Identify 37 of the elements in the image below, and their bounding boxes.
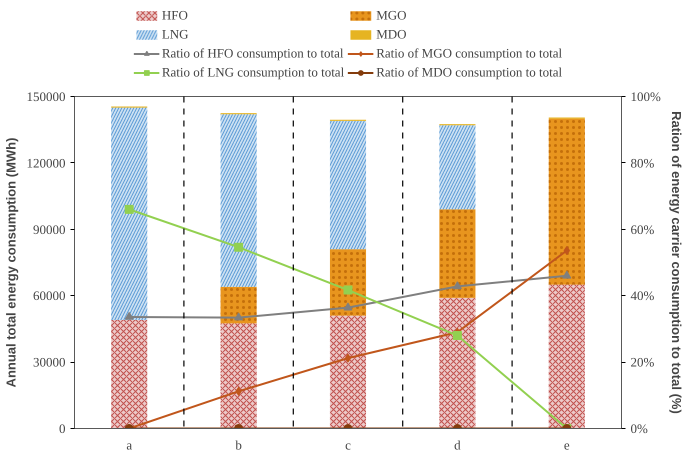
y-tick-label: 0 bbox=[59, 421, 66, 436]
y2-tick-label: 40% bbox=[630, 288, 654, 304]
point bbox=[452, 331, 462, 340]
y2-tick-label: 100% bbox=[630, 89, 661, 104]
legend-label: MGO bbox=[376, 8, 407, 24]
y-tick-label: 60000 bbox=[33, 288, 66, 304]
point bbox=[344, 354, 352, 363]
point bbox=[344, 302, 352, 310]
x-tick-label: d bbox=[454, 438, 462, 452]
legend-label: LNG bbox=[162, 26, 189, 42]
y-tick-label: 150000 bbox=[26, 89, 66, 104]
y-tick-label: 90000 bbox=[33, 222, 66, 237]
legend-label: Ratio of MGO consumption to total bbox=[376, 46, 562, 62]
x-tick-label: b bbox=[235, 438, 242, 452]
y-axis-title: Annual total energy consumption (MWh) bbox=[4, 138, 18, 388]
legend-label: Ratio of LNG consumption to total bbox=[162, 64, 344, 80]
point bbox=[124, 204, 134, 214]
y-tick-label: 120000 bbox=[26, 155, 66, 170]
y2-tick-label: 20% bbox=[630, 354, 654, 370]
point bbox=[452, 281, 462, 290]
point bbox=[124, 312, 134, 320]
point bbox=[234, 312, 244, 320]
legend-label: MDO bbox=[376, 26, 407, 42]
y2-axis-title: Ration of energy carrier consumption to total (%) bbox=[668, 111, 684, 414]
y-tick-label: 30000 bbox=[33, 354, 66, 370]
point bbox=[344, 286, 352, 295]
y2-tick-label: 80% bbox=[630, 155, 654, 170]
x-tick-label: e bbox=[564, 438, 570, 452]
legend-label: HFO bbox=[162, 8, 188, 24]
legend-label: Ratio of MDO consumption to total bbox=[376, 64, 562, 80]
point bbox=[562, 270, 572, 279]
x-tick-label: a bbox=[126, 438, 132, 452]
legend-label: Ratio of HFO consumption to total bbox=[162, 46, 344, 62]
point bbox=[234, 242, 244, 252]
y2-tick-label: 0% bbox=[630, 421, 648, 436]
y2-tick-label: 60% bbox=[630, 222, 654, 237]
x-tick-label: c bbox=[345, 438, 352, 452]
